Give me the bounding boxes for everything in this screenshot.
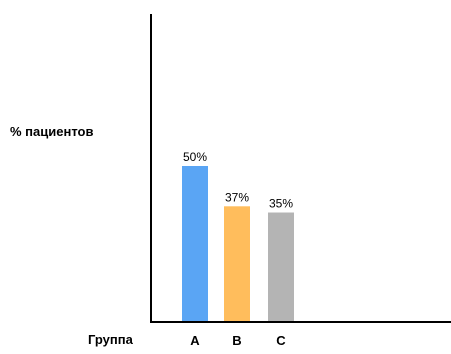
x-axis-label: Группа [88, 332, 133, 347]
x-tick-label-a: A [190, 333, 200, 348]
bar-a [182, 166, 208, 321]
x-tick-label-b: B [232, 333, 241, 348]
x-tick-label-c: C [276, 333, 286, 348]
data-label-b: 37% [225, 190, 249, 204]
data-label-c: 35% [269, 197, 293, 211]
y-axis-label: % пациентов [10, 124, 94, 139]
bar-b [224, 206, 250, 321]
data-label-a: 50% [183, 150, 207, 164]
bar-c [268, 212, 294, 321]
